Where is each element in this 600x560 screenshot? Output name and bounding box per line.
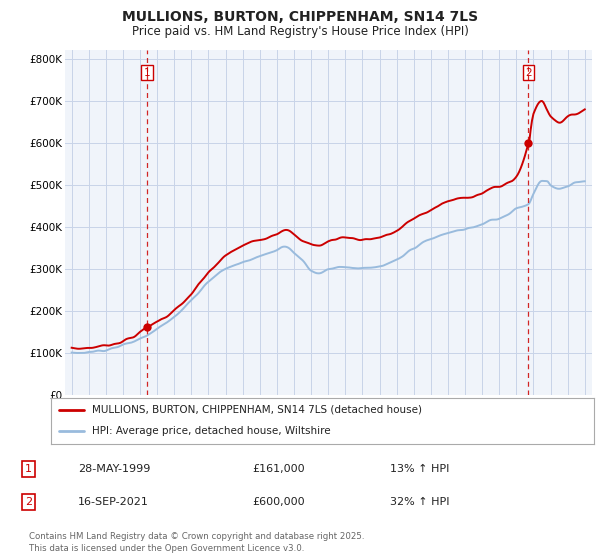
Text: HPI: Average price, detached house, Wiltshire: HPI: Average price, detached house, Wilt… [92,426,331,436]
Text: Contains HM Land Registry data © Crown copyright and database right 2025.
This d: Contains HM Land Registry data © Crown c… [29,533,364,553]
Text: Price paid vs. HM Land Registry's House Price Index (HPI): Price paid vs. HM Land Registry's House … [131,25,469,38]
Text: 1: 1 [144,68,151,78]
Text: 1: 1 [25,464,32,474]
Text: £600,000: £600,000 [252,497,305,507]
Text: 2: 2 [25,497,32,507]
Text: 28-MAY-1999: 28-MAY-1999 [78,464,151,474]
Text: £161,000: £161,000 [252,464,305,474]
Text: MULLIONS, BURTON, CHIPPENHAM, SN14 7LS: MULLIONS, BURTON, CHIPPENHAM, SN14 7LS [122,10,478,24]
Text: 2: 2 [525,68,532,78]
Text: MULLIONS, BURTON, CHIPPENHAM, SN14 7LS (detached house): MULLIONS, BURTON, CHIPPENHAM, SN14 7LS (… [92,405,422,415]
Text: 16-SEP-2021: 16-SEP-2021 [78,497,149,507]
Text: 32% ↑ HPI: 32% ↑ HPI [390,497,449,507]
Text: 13% ↑ HPI: 13% ↑ HPI [390,464,449,474]
